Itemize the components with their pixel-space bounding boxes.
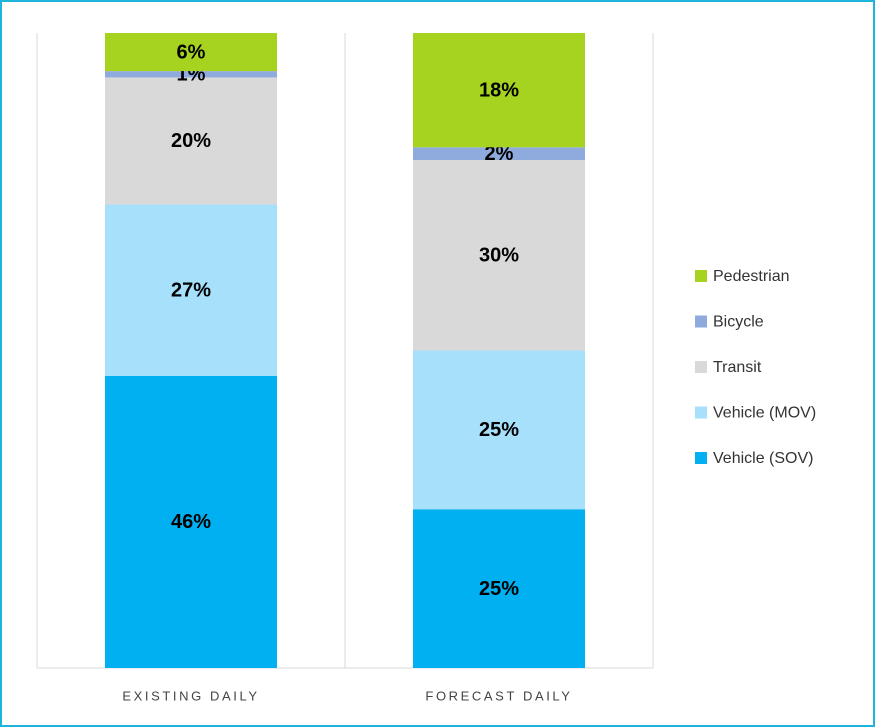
data-label: 2% xyxy=(485,143,514,165)
bar-segment xyxy=(105,33,277,72)
data-label: 30% xyxy=(479,245,519,267)
bar-segment xyxy=(413,160,585,351)
legend-label: Pedestrian xyxy=(713,268,790,285)
bar-segment xyxy=(413,33,585,148)
bar-segment xyxy=(413,147,585,160)
bar-segment xyxy=(105,71,277,78)
bar-segment xyxy=(105,204,277,376)
legend-swatch xyxy=(695,361,707,373)
x-tick-label: FORECAST DAILY xyxy=(425,688,572,703)
legend-swatch xyxy=(695,315,707,328)
legend-label: Vehicle (MOV) xyxy=(713,405,816,422)
legend-label: Transit xyxy=(713,359,762,376)
data-label: 25% xyxy=(479,419,519,441)
bar-segment xyxy=(413,509,585,668)
legend-swatch xyxy=(695,270,707,282)
x-tick-label: EXISTING DAILY xyxy=(122,688,259,703)
bar-segment xyxy=(413,350,585,510)
data-label: 18% xyxy=(479,79,519,101)
bar-segment xyxy=(105,375,277,668)
data-label: 6% xyxy=(177,41,206,63)
legend-label: Bicycle xyxy=(713,314,764,331)
data-label: 27% xyxy=(171,279,211,301)
data-label: 20% xyxy=(171,130,211,152)
legend-swatch xyxy=(695,452,707,464)
legend-swatch xyxy=(695,406,707,419)
bar-segment xyxy=(105,77,277,205)
legend-label: Vehicle (SOV) xyxy=(713,450,813,467)
data-label: 25% xyxy=(479,578,519,600)
data-label: 46% xyxy=(171,511,211,533)
